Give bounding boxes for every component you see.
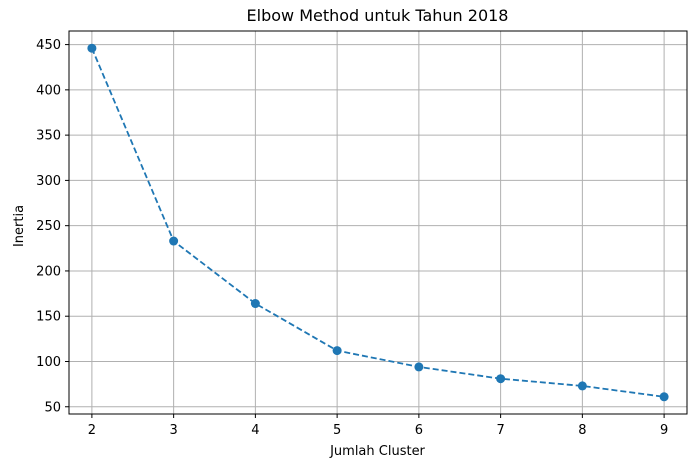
y-tick-label: 50 — [44, 400, 61, 415]
x-tick-label: 6 — [415, 423, 423, 438]
y-axis-label: Inertia — [12, 205, 27, 247]
y-tick-label: 200 — [36, 264, 61, 279]
x-tick-label: 9 — [660, 423, 668, 438]
data-point — [169, 236, 179, 246]
x-tick-label: 7 — [496, 423, 504, 438]
y-tick-label: 150 — [36, 310, 61, 325]
series-group — [87, 43, 669, 402]
x-axis-label: Jumlah Cluster — [329, 444, 425, 459]
series-line — [91, 47, 665, 398]
y-tick-label: 100 — [36, 355, 61, 370]
chart-title: Elbow Method untuk Tahun 2018 — [247, 6, 509, 25]
y-axis-ticks: 50 100 150 200 250 300 350 400 450 — [36, 38, 69, 415]
x-tick-label: 2 — [88, 423, 96, 438]
plot-area-frame — [68, 30, 688, 415]
x-tick-label: 5 — [333, 423, 341, 438]
data-point — [659, 392, 669, 402]
y-tick-label: 300 — [36, 174, 61, 189]
data-point — [332, 346, 342, 356]
y-tick-label: 250 — [36, 219, 61, 234]
data-point — [87, 43, 97, 53]
data-point — [250, 299, 260, 309]
x-tick-label: 8 — [578, 423, 586, 438]
data-point — [414, 362, 424, 372]
y-tick-label: 350 — [36, 129, 61, 144]
y-tick-label: 400 — [36, 83, 61, 98]
data-point — [496, 374, 506, 384]
grid — [69, 31, 687, 414]
x-tick-label: 3 — [169, 423, 177, 438]
x-tick-label: 4 — [251, 423, 259, 438]
y-tick-label: 450 — [36, 38, 61, 53]
x-axis-ticks: 2 3 4 5 6 7 8 9 — [88, 414, 668, 438]
data-point — [577, 381, 587, 391]
